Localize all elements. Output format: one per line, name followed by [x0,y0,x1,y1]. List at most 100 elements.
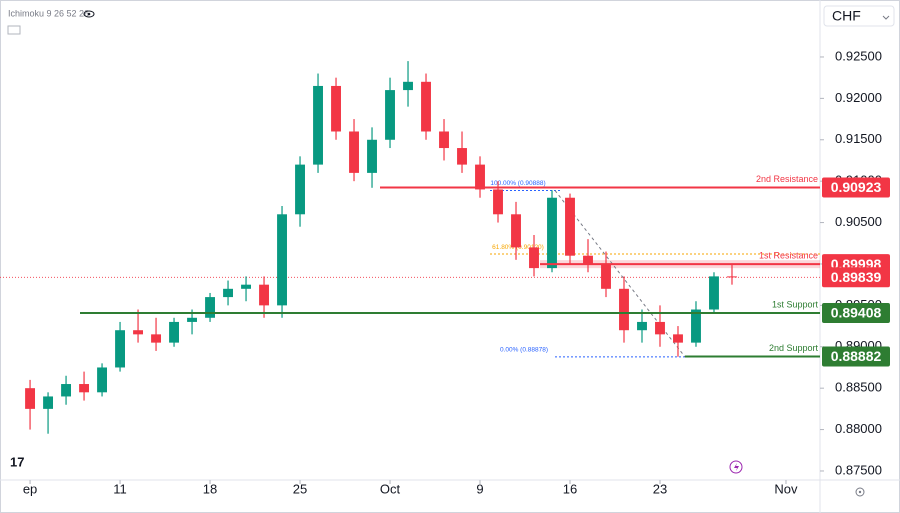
candle [583,239,593,273]
y-tick-label: 0.92000 [835,90,882,105]
y-tick-label: 0.92500 [835,48,882,63]
level-label: 1st Resistance [759,251,818,261]
candle [619,276,629,343]
candle [439,119,449,161]
fib-label: 0.00% (0.88878) [500,347,548,354]
candle [673,326,683,357]
candle-body [673,334,683,343]
candle-body [421,81,431,132]
x-tick-label: ep [23,481,37,496]
candle [637,309,647,343]
candle-body [223,288,233,298]
candle-body [79,384,90,393]
candle [421,73,431,140]
settings-icon[interactable] [855,487,865,497]
eye-icon[interactable] [83,10,95,18]
candle [691,301,701,347]
candle-body [97,367,107,393]
candle-body [331,85,341,132]
alert-icon[interactable] [729,460,743,474]
candle [205,292,215,322]
symbol: CHF [832,8,861,24]
candle-body [349,131,359,173]
candle [727,263,737,285]
x-tick-label: 23 [653,481,667,496]
candle-body [655,321,665,335]
candle [457,131,467,173]
candle-body [403,81,413,91]
candle-body [61,384,72,397]
candle-body [295,164,305,215]
candle-body [151,334,161,343]
candle-body [259,284,269,306]
symbol-selector[interactable] [823,5,895,27]
candle [79,371,90,401]
candle-body [619,288,629,331]
candle [295,156,305,227]
candle [331,77,341,140]
y-tick-label: 0.87500 [835,462,882,477]
y-tick-label: 0.90500 [835,214,882,229]
candle-body [727,276,737,278]
candle-body [457,148,467,165]
candle-body [169,321,179,343]
candle [547,190,557,273]
candle-body [313,85,323,165]
candle [133,309,143,343]
candle-body [565,197,575,256]
price-box [822,177,890,198]
y-tick-label: 0.88500 [835,380,882,395]
candle-body [133,330,143,335]
candle-body [547,197,557,269]
candle-body [241,284,251,289]
candle-body [277,214,287,306]
candle [25,379,36,430]
collapse-button[interactable] [7,25,21,35]
candle [313,73,323,173]
caret [882,15,890,20]
candle-body [637,321,647,331]
candle [475,156,485,198]
candle-body [691,309,701,343]
candle [169,317,179,347]
candle [709,272,719,314]
last-price-box [822,267,890,288]
x-tick-label: Oct [380,481,401,496]
x-tick-label: 16 [563,481,577,496]
candle [43,392,54,434]
candle-body [709,276,719,310]
candle-body [43,396,54,409]
x-tick-label: Nov [774,481,798,496]
candle [385,77,395,149]
price-box [822,302,890,323]
candle [601,251,611,298]
candle-body [601,263,611,289]
y-tick-label: 0.88000 [835,421,882,436]
candle-body [475,164,485,190]
candle [349,119,359,182]
candle [565,193,575,264]
candle [115,321,125,372]
candle-body [367,139,377,173]
price-box-label: 0.88882 [831,348,882,364]
x-tick-label: 9 [476,481,483,496]
logo: 17 [10,454,24,469]
candle [151,317,161,351]
candle-body [205,297,215,318]
candle-body [187,317,197,322]
candle [511,201,521,260]
fib-label: 100.00% (0.90888) [490,180,545,187]
indicator-label: Ichimoku 9 26 52 26 [8,8,89,18]
candle-body [511,214,521,248]
candle-body [529,247,539,269]
level-label: 2nd Support [769,343,819,353]
candle-body [25,388,36,409]
level-label: 2nd Resistance [756,174,818,184]
price-box [822,346,890,367]
level-label: 1st Support [772,299,819,309]
candle [259,276,269,318]
candle [241,276,251,302]
y-tick-label: 0.91500 [835,131,882,146]
